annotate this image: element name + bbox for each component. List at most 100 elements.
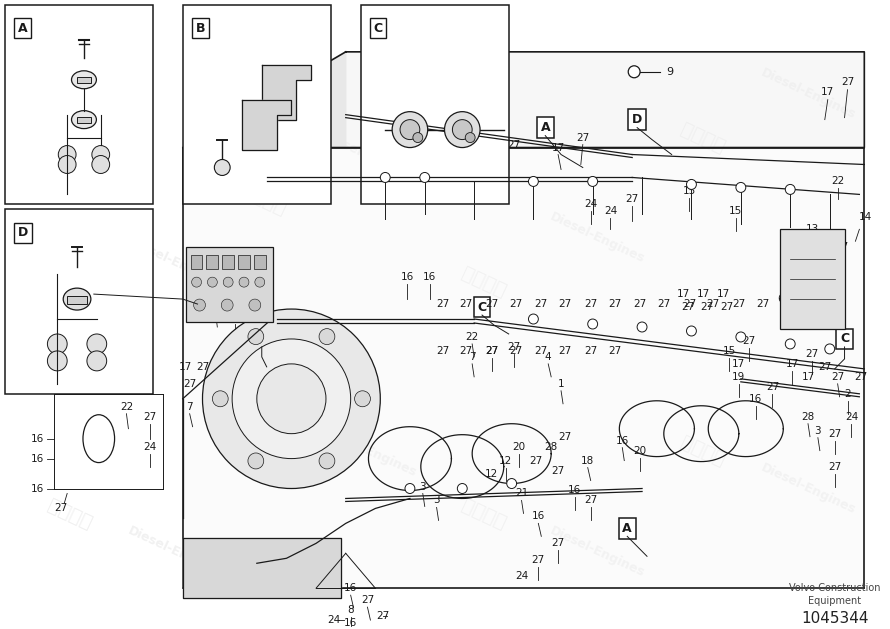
Text: Diesel-Engines: Diesel-Engines bbox=[126, 236, 225, 291]
Text: C: C bbox=[374, 22, 383, 35]
Text: 27: 27 bbox=[376, 611, 390, 621]
Text: 17: 17 bbox=[552, 143, 565, 153]
Polygon shape bbox=[182, 52, 345, 148]
Text: 27: 27 bbox=[681, 302, 694, 312]
Circle shape bbox=[529, 177, 538, 186]
Text: 27: 27 bbox=[841, 77, 854, 87]
Polygon shape bbox=[182, 148, 864, 588]
Text: 15: 15 bbox=[683, 186, 696, 196]
Text: 20: 20 bbox=[287, 436, 301, 446]
Text: 27: 27 bbox=[507, 140, 521, 150]
Text: 7: 7 bbox=[469, 352, 475, 362]
Circle shape bbox=[825, 344, 835, 354]
Circle shape bbox=[223, 277, 233, 287]
Text: 紫发动力: 紫发动力 bbox=[45, 496, 95, 533]
Circle shape bbox=[194, 299, 206, 311]
Text: 27: 27 bbox=[608, 346, 621, 356]
Text: 9: 9 bbox=[666, 67, 673, 77]
Text: 16: 16 bbox=[749, 394, 762, 404]
Text: 紫发动力: 紫发动力 bbox=[458, 264, 509, 301]
Circle shape bbox=[587, 177, 597, 186]
Bar bbox=[77, 77, 91, 83]
Circle shape bbox=[203, 309, 380, 489]
Text: Diesel-Engines: Diesel-Engines bbox=[759, 462, 858, 517]
Text: 17: 17 bbox=[821, 87, 835, 97]
Ellipse shape bbox=[83, 415, 115, 462]
Text: 5: 5 bbox=[58, 324, 65, 334]
Polygon shape bbox=[182, 52, 864, 148]
Text: 20: 20 bbox=[512, 442, 525, 452]
Text: 1: 1 bbox=[558, 379, 564, 389]
Text: Diesel-Engines: Diesel-Engines bbox=[320, 129, 418, 184]
Text: 27: 27 bbox=[535, 299, 548, 309]
Text: Diesel-Engines: Diesel-Engines bbox=[548, 524, 647, 579]
Text: 紫发动力: 紫发动力 bbox=[458, 496, 509, 533]
Text: 27: 27 bbox=[683, 299, 696, 309]
Circle shape bbox=[628, 66, 640, 78]
Circle shape bbox=[405, 484, 415, 494]
Circle shape bbox=[736, 332, 746, 342]
Circle shape bbox=[92, 155, 109, 174]
Text: D: D bbox=[18, 226, 28, 239]
Text: A: A bbox=[540, 121, 550, 134]
Text: 22: 22 bbox=[831, 177, 845, 186]
Circle shape bbox=[785, 184, 795, 194]
Text: Volvo Construction: Volvo Construction bbox=[789, 583, 880, 593]
Bar bbox=[222, 255, 234, 269]
Polygon shape bbox=[262, 65, 311, 120]
Text: 17: 17 bbox=[292, 349, 305, 359]
Circle shape bbox=[392, 112, 428, 148]
Circle shape bbox=[319, 453, 335, 469]
Text: 22: 22 bbox=[465, 332, 479, 342]
Circle shape bbox=[239, 277, 249, 287]
Text: 27: 27 bbox=[732, 299, 746, 309]
Circle shape bbox=[785, 339, 795, 349]
Text: 27: 27 bbox=[278, 339, 291, 349]
Circle shape bbox=[213, 391, 228, 407]
Text: A: A bbox=[622, 522, 632, 535]
Text: 27: 27 bbox=[196, 362, 209, 372]
Text: 17: 17 bbox=[786, 359, 799, 369]
Text: 24: 24 bbox=[584, 199, 597, 209]
Text: 12: 12 bbox=[499, 455, 513, 465]
Circle shape bbox=[47, 351, 67, 371]
Text: 27: 27 bbox=[529, 455, 542, 465]
Text: Equipment: Equipment bbox=[808, 596, 862, 606]
Text: 27: 27 bbox=[531, 555, 545, 565]
Text: 紫发动力: 紫发动力 bbox=[239, 389, 289, 426]
Text: 27: 27 bbox=[854, 372, 868, 382]
Polygon shape bbox=[182, 538, 341, 598]
Bar bbox=[360, 5, 509, 204]
Circle shape bbox=[420, 172, 430, 182]
Text: 27: 27 bbox=[507, 342, 521, 352]
Ellipse shape bbox=[71, 71, 96, 89]
Text: 27: 27 bbox=[239, 339, 252, 349]
Circle shape bbox=[248, 328, 263, 345]
Circle shape bbox=[686, 179, 696, 189]
Text: 27: 27 bbox=[31, 374, 44, 384]
Ellipse shape bbox=[63, 288, 91, 310]
Text: 11: 11 bbox=[295, 53, 308, 63]
Text: 27: 27 bbox=[558, 346, 571, 356]
Text: 紫发动力: 紫发动力 bbox=[239, 182, 289, 220]
Text: 27: 27 bbox=[459, 346, 473, 356]
Text: 20: 20 bbox=[634, 445, 647, 455]
Text: 27: 27 bbox=[707, 299, 720, 309]
Bar bbox=[254, 255, 266, 269]
Text: 1045344: 1045344 bbox=[801, 611, 869, 626]
Circle shape bbox=[207, 277, 217, 287]
Text: 3: 3 bbox=[419, 482, 426, 491]
Text: 27: 27 bbox=[535, 346, 548, 356]
Bar bbox=[5, 5, 153, 204]
Text: 21: 21 bbox=[515, 489, 528, 499]
Circle shape bbox=[465, 133, 475, 143]
Circle shape bbox=[452, 120, 473, 140]
Circle shape bbox=[222, 299, 233, 311]
Text: 26: 26 bbox=[102, 262, 116, 272]
Circle shape bbox=[232, 339, 351, 459]
Text: 16: 16 bbox=[31, 484, 44, 494]
Text: 27: 27 bbox=[608, 299, 621, 309]
Circle shape bbox=[87, 351, 107, 371]
Text: 16: 16 bbox=[72, 324, 85, 334]
Text: 24: 24 bbox=[328, 615, 341, 625]
